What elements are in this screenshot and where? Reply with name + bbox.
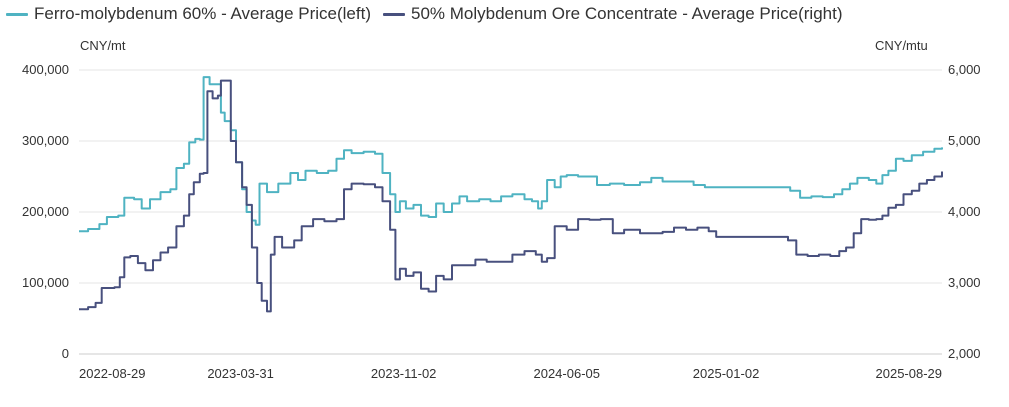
series-line-ferro-molybdenum: [79, 76, 943, 233]
chart-legend: Ferro-molybdenum 60% - Average Price(lef…: [6, 4, 855, 24]
left-axis-tick-label: 200,000: [22, 204, 69, 219]
x-axis-tick-label: 2025-01-02: [693, 366, 760, 381]
legend-item-ferro-molybdenum[interactable]: Ferro-molybdenum 60% - Average Price(lef…: [6, 4, 371, 24]
legend-label-molybdenum-ore: 50% Molybdenum Ore Concentrate - Average…: [411, 4, 843, 23]
right-axis-tick-label: 3,000: [948, 275, 981, 290]
legend-label-ferro-molybdenum: Ferro-molybdenum 60% - Average Price(lef…: [34, 4, 371, 23]
x-axis-tick-label: 2024-06-05: [533, 366, 600, 381]
legend-swatch-ferro-molybdenum: [6, 12, 28, 16]
left-axis-tick-label: 300,000: [22, 133, 69, 148]
x-axis-tick-label: 2023-03-31: [207, 366, 274, 381]
left-axis-tick-label: 0: [62, 346, 69, 361]
x-axis-tick-label: 2022-08-29: [79, 366, 146, 381]
x-axis-tick-label: 2025-08-29: [876, 366, 943, 381]
left-axis-unit: CNY/mt: [80, 38, 126, 53]
right-axis-tick-label: 4,000: [948, 204, 981, 219]
left-axis-tick-label: 100,000: [22, 275, 69, 290]
x-axis-tick-label: 2023-11-02: [371, 366, 437, 381]
right-axis-tick-label: 2,000: [948, 346, 981, 361]
legend-swatch-molybdenum-ore: [383, 12, 405, 16]
right-axis-tick-label: 6,000: [948, 62, 981, 77]
legend-item-molybdenum-ore[interactable]: 50% Molybdenum Ore Concentrate - Average…: [383, 4, 843, 24]
right-axis-unit: CNY/mtu: [875, 38, 928, 53]
right-axis-tick-label: 5,000: [948, 133, 981, 148]
left-axis-tick-label: 400,000: [22, 62, 69, 77]
series-line-molybdenum-ore: [79, 79, 943, 313]
